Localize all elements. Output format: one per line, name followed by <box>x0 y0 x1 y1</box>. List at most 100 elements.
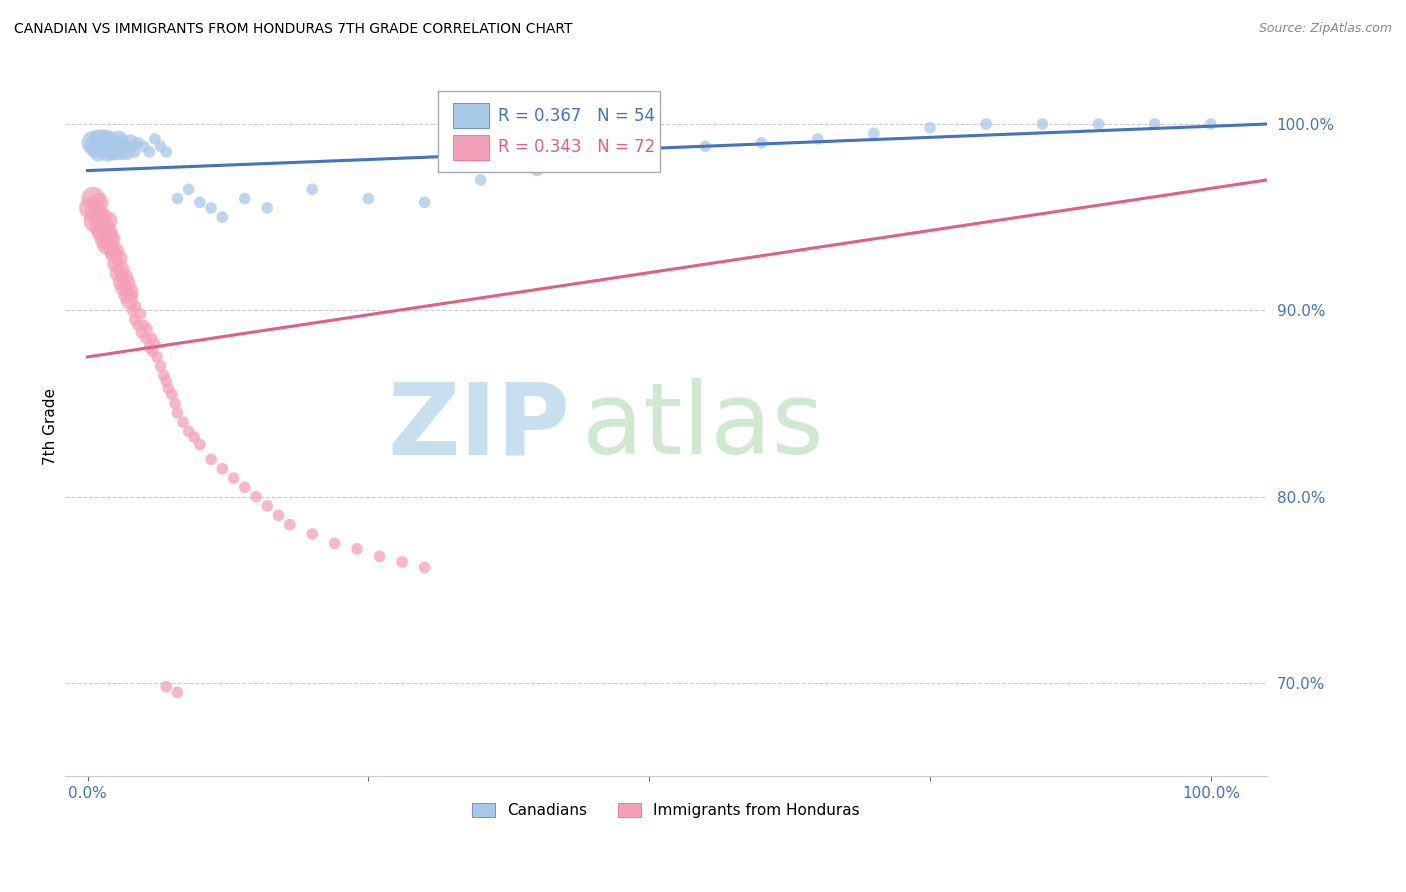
Point <box>93 132 115 146</box>
Point <box>233 480 256 494</box>
Point <box>97 145 120 159</box>
Point <box>115 276 138 290</box>
Point <box>267 508 290 523</box>
Point <box>90 136 112 150</box>
Text: Source: ZipAtlas.com: Source: ZipAtlas.com <box>1258 22 1392 36</box>
Point <box>121 139 143 153</box>
Text: R = 0.367   N = 54: R = 0.367 N = 54 <box>498 107 655 125</box>
Point <box>807 132 830 146</box>
Point <box>93 219 115 234</box>
Point <box>638 145 661 159</box>
Point <box>146 350 169 364</box>
Point <box>391 555 413 569</box>
Point <box>357 192 380 206</box>
Point <box>141 331 163 345</box>
Point <box>142 344 165 359</box>
Point <box>301 182 323 196</box>
Point <box>166 685 188 699</box>
Point <box>160 387 183 401</box>
Point <box>863 126 886 140</box>
Point <box>118 293 141 308</box>
Text: CANADIAN VS IMMIGRANTS FROM HONDURAS 7TH GRADE CORRELATION CHART: CANADIAN VS IMMIGRANTS FROM HONDURAS 7TH… <box>14 22 572 37</box>
Point <box>368 549 391 564</box>
Point <box>138 145 160 159</box>
Point <box>1087 117 1109 131</box>
Point <box>87 195 110 210</box>
Point <box>115 145 138 159</box>
FancyBboxPatch shape <box>437 91 659 172</box>
Point <box>124 312 146 326</box>
Point <box>131 326 153 340</box>
Point <box>93 233 115 247</box>
Point <box>183 430 205 444</box>
Point <box>211 210 233 224</box>
Point <box>120 136 142 150</box>
Point <box>121 288 143 302</box>
Point <box>155 374 177 388</box>
FancyBboxPatch shape <box>453 136 489 160</box>
Point <box>107 266 129 280</box>
Point <box>155 145 177 159</box>
Point <box>245 490 267 504</box>
Point <box>200 201 222 215</box>
Point <box>104 244 127 258</box>
Point <box>110 136 132 150</box>
Point <box>97 214 120 228</box>
Point <box>101 136 124 150</box>
Point <box>918 120 941 135</box>
Point <box>101 233 124 247</box>
Point <box>143 132 166 146</box>
Point <box>149 139 172 153</box>
Point <box>135 331 157 345</box>
Point <box>93 139 115 153</box>
Point <box>695 139 717 153</box>
Point <box>132 139 155 153</box>
Point <box>112 139 135 153</box>
Y-axis label: 7th Grade: 7th Grade <box>44 388 58 466</box>
Point <box>96 238 118 252</box>
Point <box>1031 117 1053 131</box>
Point <box>155 680 177 694</box>
Point <box>101 244 124 258</box>
Point <box>278 517 301 532</box>
Point <box>177 182 200 196</box>
Point <box>256 499 278 513</box>
Point <box>86 206 108 220</box>
Point <box>188 437 211 451</box>
Text: ZIP: ZIP <box>387 378 569 475</box>
Point <box>177 425 200 439</box>
Point <box>211 461 233 475</box>
Point <box>413 560 436 574</box>
Point <box>98 238 121 252</box>
Point <box>1143 117 1166 131</box>
Point <box>346 541 368 556</box>
Point <box>97 136 120 150</box>
Point <box>84 214 107 228</box>
Point <box>1199 117 1222 131</box>
Point <box>87 145 110 159</box>
Point <box>323 536 346 550</box>
Point <box>110 276 132 290</box>
Text: R = 0.343   N = 72: R = 0.343 N = 72 <box>498 138 655 156</box>
Point <box>108 251 131 265</box>
Point <box>222 471 245 485</box>
Point <box>98 132 121 146</box>
Point <box>132 318 155 333</box>
Point <box>127 136 149 150</box>
Point <box>82 192 104 206</box>
Point <box>112 281 135 295</box>
Point <box>166 406 188 420</box>
Point <box>103 247 125 261</box>
FancyBboxPatch shape <box>453 103 489 128</box>
Point <box>125 300 148 314</box>
Point <box>413 195 436 210</box>
Point <box>87 132 110 146</box>
Point <box>110 262 132 277</box>
Point <box>104 145 127 159</box>
Point <box>188 195 211 210</box>
Point <box>80 201 103 215</box>
Point <box>98 139 121 153</box>
Point <box>751 136 773 150</box>
Point <box>233 192 256 206</box>
Point <box>97 225 120 239</box>
